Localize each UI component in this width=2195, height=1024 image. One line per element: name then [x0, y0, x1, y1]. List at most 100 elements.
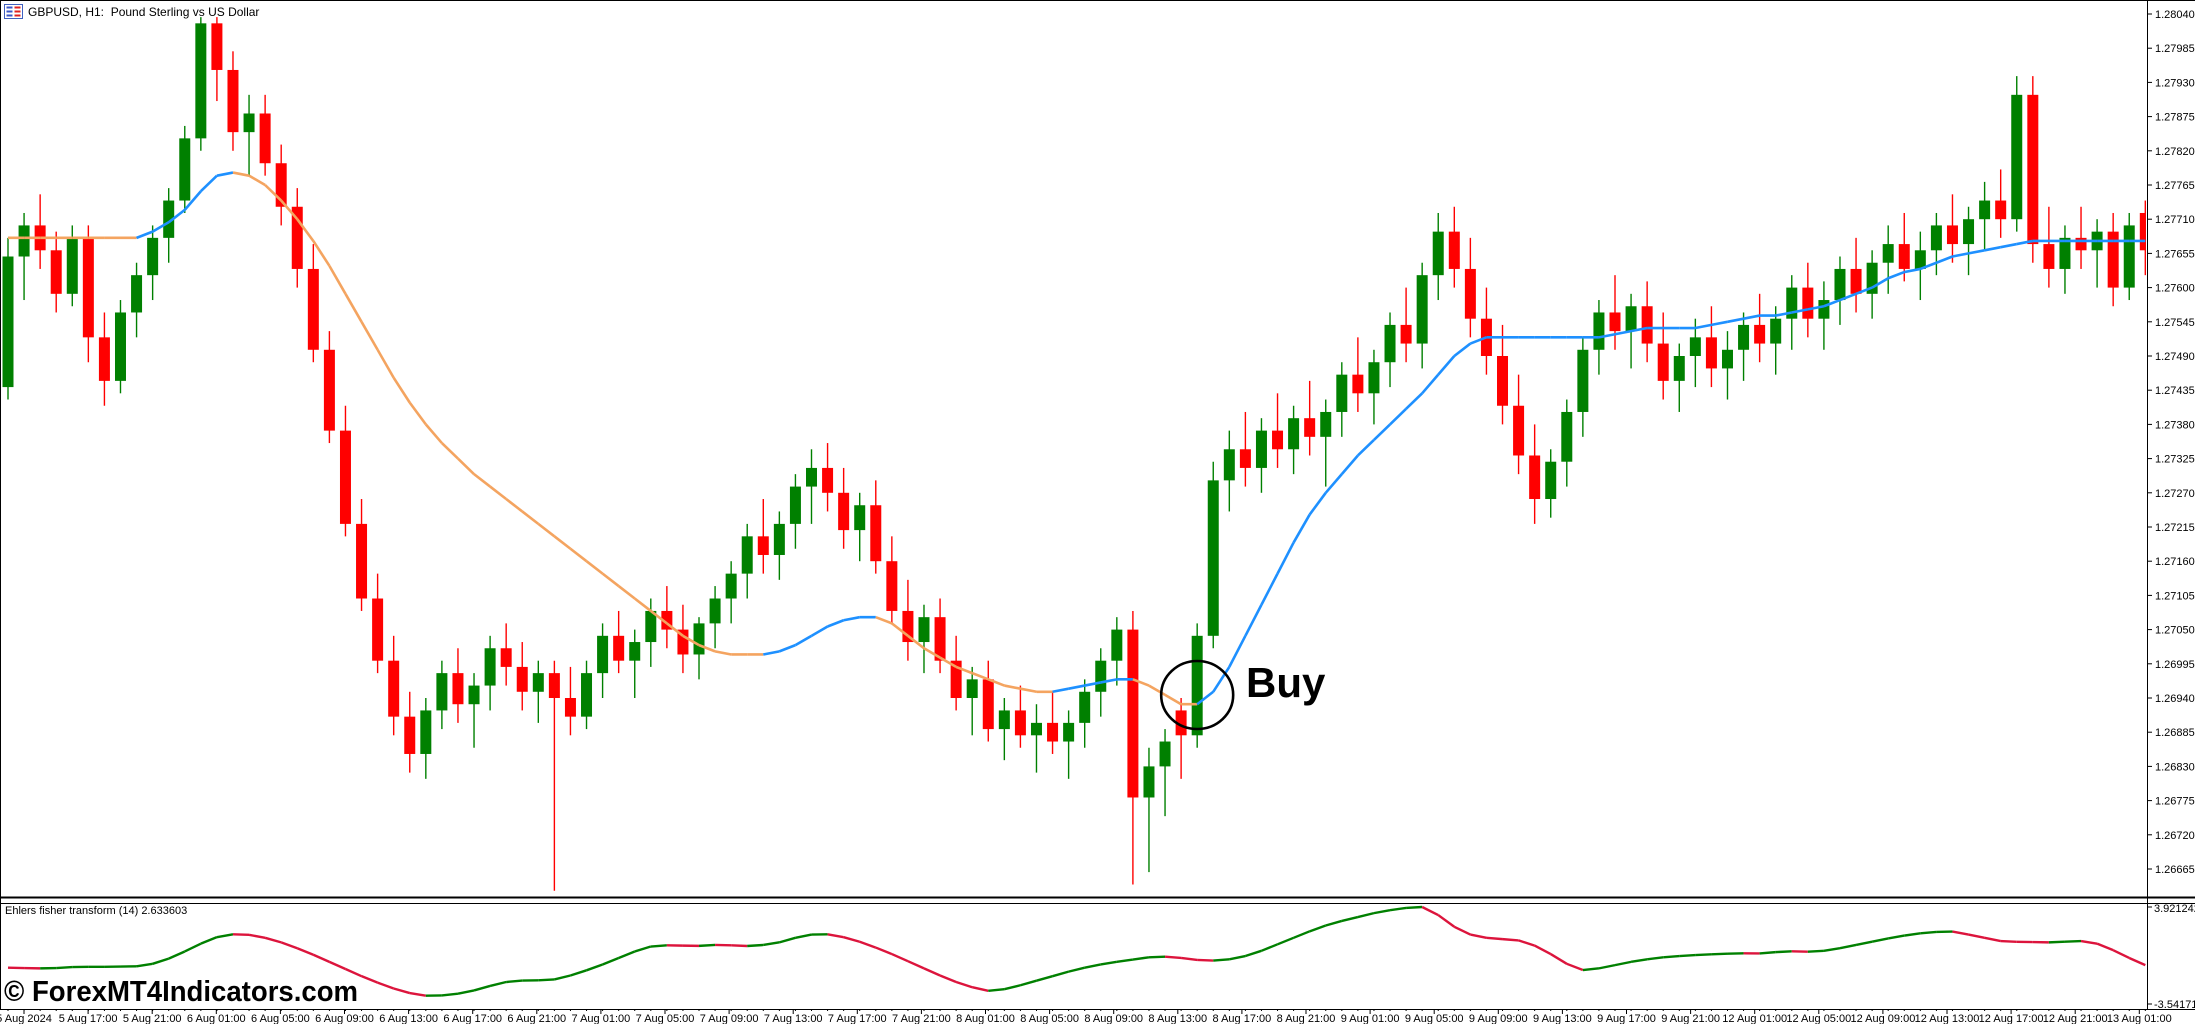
candle-body: [227, 69, 239, 133]
candle-body: [163, 200, 175, 238]
candle-body: [436, 673, 448, 711]
price-tick-label: 1.27490: [2155, 351, 2195, 363]
candles: [2, 17, 2146, 891]
candle-body: [388, 660, 400, 717]
candle-body: [2027, 94, 2039, 245]
candle-body: [82, 237, 94, 338]
time-tick-label: 8 Aug 21:00: [1277, 1013, 1336, 1024]
candle-body: [1577, 349, 1589, 412]
candle-body: [1079, 691, 1091, 723]
candle-body: [1304, 418, 1316, 437]
candle-body: [1207, 480, 1219, 636]
candle-body: [1030, 722, 1042, 736]
indicator-min-label: -3.541711: [2154, 999, 2195, 1011]
candle-body: [1689, 337, 1701, 356]
candle-body: [2107, 231, 2119, 288]
candle-body: [1448, 231, 1460, 269]
indicator-axis: 3.921242 -3.541711: [2147, 903, 2195, 1011]
time-tick-label: 8 Aug 05:00: [1020, 1013, 1079, 1024]
candle-body: [179, 138, 191, 201]
price-tick-label: 1.27655: [2155, 248, 2195, 260]
price-tick-label: 1.26665: [2155, 864, 2195, 876]
candle-body: [1898, 244, 1910, 269]
candle-body: [1963, 219, 1975, 245]
candle-body: [1673, 356, 1685, 381]
candle-body: [741, 536, 753, 574]
candle-body: [1705, 337, 1717, 369]
candle-body: [645, 610, 657, 643]
candle-body: [1995, 200, 2007, 220]
time-tick-label: 12 Aug 13:00: [1915, 1013, 1980, 1024]
candle-body: [131, 275, 143, 313]
candle-body: [1159, 741, 1171, 767]
candle-body: [1464, 268, 1476, 319]
candle-body: [356, 523, 368, 599]
price-tick-label: 1.27985: [2155, 43, 2195, 55]
candle-body: [1561, 411, 1573, 462]
candle-body: [597, 635, 609, 674]
candle-body: [307, 268, 319, 350]
candle-body: [195, 23, 207, 139]
indicator-label: Ehlers fisher transform (14) 2.633603: [5, 905, 188, 917]
price-axis: 1.28040 1.27985 1.27930 1.27875 1.27820 1.277…: [2147, 9, 2195, 876]
candle-body: [1223, 449, 1235, 481]
time-tick-label: 13 Aug 01:00: [2107, 1013, 2172, 1024]
price-tick-label: 1.27105: [2155, 590, 2195, 602]
candle-body: [1802, 287, 1814, 319]
candle-body: [372, 598, 384, 661]
price-tick-label: 1.27160: [2155, 556, 2195, 568]
time-tick-label: 6 Aug 01:00: [187, 1013, 246, 1024]
candle-body: [147, 237, 159, 276]
candle-body: [98, 337, 110, 381]
price-tick-label: 1.27710: [2155, 214, 2195, 226]
candle-body: [1014, 710, 1026, 736]
time-tick-label: 5 Aug 2024: [0, 1013, 52, 1024]
candle-body: [1255, 430, 1267, 468]
price-tick-label: 1.27765: [2155, 180, 2195, 192]
price-tick-label: 1.27875: [2155, 112, 2195, 124]
candle-body: [2075, 237, 2087, 251]
candle-body: [902, 610, 914, 643]
candle-body: [934, 617, 946, 661]
candle-body: [1336, 374, 1348, 412]
price-tick-label: 1.27930: [2155, 77, 2195, 89]
price-tick-label: 1.26720: [2155, 830, 2195, 842]
time-tick-label: 6 Aug 13:00: [379, 1013, 438, 1024]
time-tick-label: 12 Aug 17:00: [1979, 1013, 2044, 1024]
indicator-max-label: 3.921242: [2154, 903, 2195, 915]
fisher-transform-line: [7, 905, 2146, 997]
price-tick-label: 1.27545: [2155, 317, 2195, 329]
buy-signal-label: Buy: [1246, 659, 1326, 706]
time-tick-label: 8 Aug 17:00: [1213, 1013, 1272, 1024]
time-tick-label: 7 Aug 09:00: [700, 1013, 759, 1024]
candle-body: [725, 573, 737, 599]
price-tick-label: 1.27270: [2155, 488, 2195, 500]
time-tick-label: 12 Aug 01:00: [1722, 1013, 1787, 1024]
candle-body: [1497, 356, 1509, 406]
price-tick-label: 1.27380: [2155, 419, 2195, 431]
candle-body: [1850, 268, 1862, 294]
time-tick-label: 7 Aug 17:00: [828, 1013, 887, 1024]
candle-body: [1047, 722, 1059, 742]
time-tick-label: 9 Aug 13:00: [1533, 1013, 1592, 1024]
candle-body: [870, 505, 882, 562]
candle-body: [2139, 212, 2146, 251]
price-tick-label: 1.27600: [2155, 283, 2195, 295]
candle-body: [1818, 300, 1830, 319]
candle-body: [66, 237, 78, 294]
candle-body: [1882, 244, 1894, 263]
candle-body: [114, 312, 126, 381]
time-tick-label: 7 Aug 05:00: [636, 1013, 695, 1024]
candle-body: [1063, 722, 1075, 742]
candle-body: [1866, 262, 1878, 294]
candle-body: [1272, 430, 1284, 450]
candle-body: [1400, 324, 1412, 344]
buy-signal-circle: [1159, 659, 1235, 731]
candle-body: [966, 679, 978, 698]
candle-body: [1914, 250, 1926, 269]
candle-body: [2043, 244, 2055, 269]
price-tick-label: 1.26995: [2155, 659, 2195, 671]
candle-body: [1721, 349, 1733, 369]
